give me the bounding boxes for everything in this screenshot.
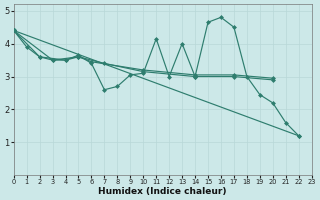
X-axis label: Humidex (Indice chaleur): Humidex (Indice chaleur) bbox=[99, 187, 227, 196]
